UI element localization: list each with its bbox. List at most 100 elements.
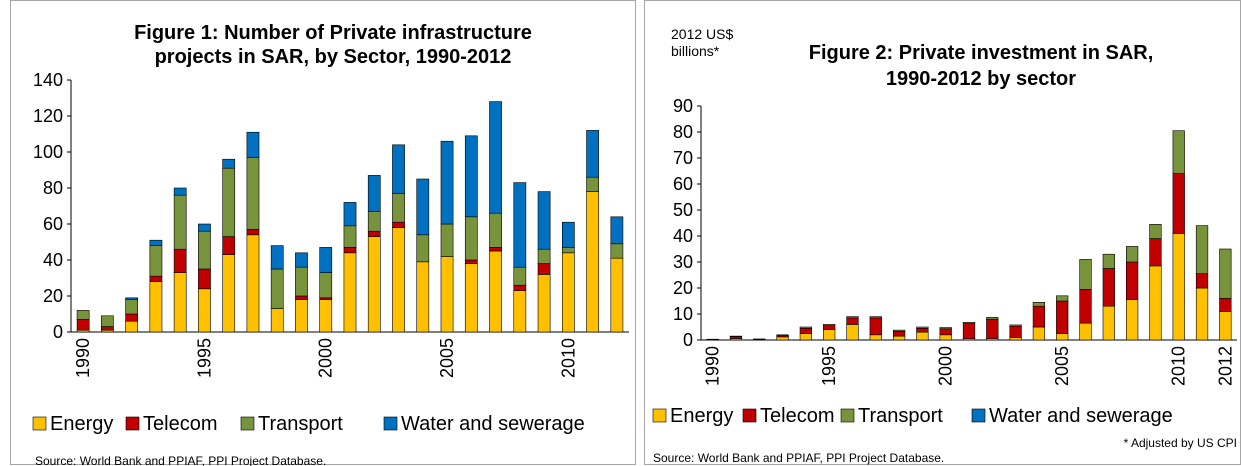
figure-1-bar-segment — [343, 202, 357, 227]
figure-2-bar-segment — [776, 336, 789, 341]
figure-2-y-tick-label: 30 — [673, 252, 693, 272]
figure-1-bar-segment — [149, 275, 163, 282]
figure-2-legend-label: Transport — [858, 405, 943, 427]
figure-1-legend-item: Water and sewerage — [383, 413, 585, 435]
figure-1-bar-segment — [295, 295, 308, 300]
figure-2-bar-segment — [1079, 288, 1092, 324]
figure-1-bar-segment — [561, 252, 575, 333]
figure-2-bar-segment — [1195, 273, 1209, 289]
figure-1-bar-segment — [586, 130, 599, 178]
figure-1-y-tick-label: 60 — [43, 214, 63, 234]
figure-1-y-tick-label: 0 — [53, 322, 63, 342]
figure-1-bar-segment — [295, 266, 308, 297]
figure-1-bar-segment — [513, 266, 527, 286]
figure-1-bar-segment — [464, 263, 478, 333]
figure-1-bar-segment — [367, 175, 381, 212]
figure-1-legend-label: Transport — [258, 413, 343, 435]
figure-2-legend-item: Transport — [840, 405, 943, 427]
figure-2-bar-segment — [1149, 265, 1162, 341]
figure-2-legend-item: Telecom — [742, 405, 834, 427]
figure-2-bar-segment — [706, 338, 719, 341]
figure-2-bar-segment — [892, 329, 906, 332]
figure-1-bar-segment — [610, 216, 624, 245]
figure-1-legend-label: Energy — [50, 413, 113, 435]
figure-1-y-tick-label: 80 — [43, 178, 63, 198]
figure-1-legend-item: Energy — [32, 413, 113, 435]
figure-1-legend-swatch — [125, 416, 140, 431]
figure-1-bar-segment — [125, 299, 139, 315]
figure-2-bar-segment — [1032, 305, 1046, 328]
figure-1-y-tick-label: 120 — [33, 106, 63, 126]
figure-1-bar-segment — [125, 320, 139, 333]
figure-2-bar-segment — [799, 327, 812, 334]
figure-1-bar-segment — [295, 299, 308, 333]
figure-1-bar-segment — [489, 247, 502, 252]
figure-2-title-line-2: 1990-2012 by sector — [886, 68, 1076, 90]
figure-2-bar-segment — [916, 327, 929, 333]
figure-1-source: Source: World Bank and PPIAF, PPI Projec… — [35, 454, 326, 466]
figure-1-bar-segment — [416, 261, 430, 333]
figure-2-x-tick-label: 1995 — [819, 346, 839, 386]
figure-1-bar-segment — [367, 211, 381, 232]
figure-2-bar-segment — [1056, 295, 1069, 302]
figure-2-y-tick-label: 20 — [673, 278, 693, 298]
figure-1-bar-segment — [149, 239, 163, 246]
figure-1-y-tick-label: 140 — [33, 70, 63, 90]
figure-2-bar-segment — [962, 322, 976, 324]
figure-2-bar-segment — [986, 317, 999, 320]
figure-1-bar-segment — [586, 191, 599, 333]
figure-2-bar-segment — [1056, 300, 1069, 334]
figure-1-y-tick-label: 100 — [33, 142, 63, 162]
figure-1-bar-segment — [440, 140, 454, 225]
figure-2-bar-segment — [776, 334, 789, 336]
figure-1-bar-segment — [416, 234, 430, 263]
figure-2-legend-swatch — [971, 408, 986, 423]
figure-1-bar-segment — [270, 245, 284, 270]
figure-2-y-tick-label: 50 — [673, 200, 693, 220]
figure-2-bar-segment — [1079, 322, 1092, 341]
figure-2-bar-segment — [1219, 311, 1232, 341]
figure-2-x-tick-label: 2012 — [1215, 346, 1235, 386]
figure-1-bar-segment — [561, 247, 575, 254]
figure-2-unit-label-line-2: billions* — [671, 43, 720, 59]
figure-2-bar-segment — [986, 318, 999, 340]
figure-1-bar-segment — [464, 135, 478, 218]
figure-1-bar-segment — [173, 272, 187, 333]
figure-1-bar-segment — [125, 313, 139, 322]
figure-2-bar-segment — [869, 334, 882, 341]
figure-2-y-tick-label: 70 — [673, 148, 693, 168]
figure-2-bar-segment — [823, 329, 836, 341]
figure-2-bar-segment — [1102, 305, 1115, 341]
figure-2-bar-segment — [1126, 299, 1139, 341]
figure-1-bar-segment — [198, 223, 211, 232]
figure-2-legend-item: Energy — [652, 405, 733, 427]
figure-2-bar-segment — [1079, 259, 1092, 290]
figure-1-bar-segment — [173, 187, 187, 196]
figure-1-bar-segment — [76, 310, 90, 320]
figure-2-legend-label: Water and sewerage — [989, 405, 1173, 427]
figure-1-bar-segment — [513, 182, 527, 268]
figure-1-legend-swatch — [240, 416, 255, 431]
figure-2-x-tick-label: 2010 — [1169, 346, 1189, 386]
figure-2-y-tick-label: 0 — [683, 330, 693, 350]
figure-1-bar-segment — [610, 257, 624, 333]
figure-1-bar-segment — [537, 274, 551, 333]
figure-2-bar-segment — [1009, 324, 1022, 327]
figure-1-bar-segment — [173, 194, 187, 250]
figure-1-bar-segment — [270, 268, 284, 309]
figure-1-legend-label: Water and sewerage — [401, 413, 585, 435]
figure-1-x-tick-label: 2010 — [558, 338, 578, 378]
figure-1-bar-segment — [561, 221, 575, 248]
figure-1-bar-segment — [101, 315, 114, 327]
figure-1-y-tick-label: 40 — [43, 250, 63, 270]
figure-2-x-tick-label: 2000 — [936, 346, 956, 386]
figure-2-bar-segment — [1172, 130, 1185, 174]
figure-2-bar-segment — [729, 335, 743, 337]
figure-1-bar-segment — [246, 157, 260, 230]
figure-1-title-line-1: Figure 1: Number of Private infrastructu… — [134, 22, 532, 44]
figure-1-bar-segment — [513, 284, 527, 291]
figure-2-bar-segment — [1172, 173, 1185, 234]
figure-1-legend-label: Telecom — [143, 413, 217, 435]
figure-2-bar-segment — [939, 328, 952, 336]
figure-2-bar-segment — [1102, 253, 1115, 269]
